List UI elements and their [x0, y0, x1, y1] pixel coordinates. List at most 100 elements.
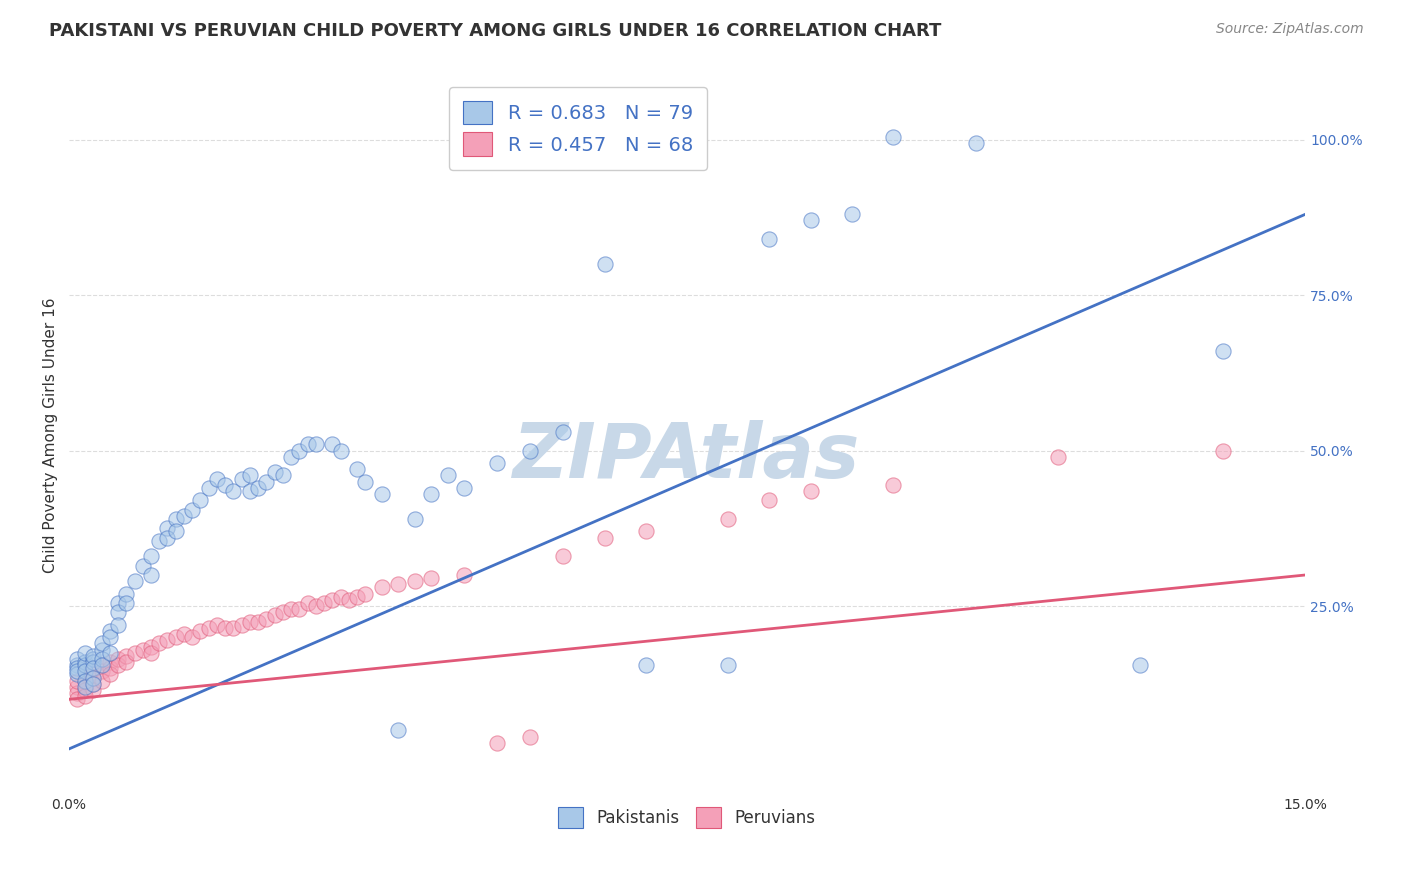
- Point: [132, 642, 155, 657]
- Point: [222, 483, 245, 498]
- Point: [965, 136, 987, 150]
- Point: [165, 630, 187, 644]
- Point: [66, 667, 89, 681]
- Point: [107, 617, 129, 632]
- Point: [82, 648, 104, 663]
- Point: [190, 624, 212, 638]
- Point: [98, 630, 121, 644]
- Point: [321, 592, 343, 607]
- Point: [66, 658, 89, 673]
- Point: [73, 655, 96, 669]
- Point: [387, 577, 409, 591]
- Point: [231, 472, 253, 486]
- Point: [82, 683, 104, 698]
- Point: [271, 605, 294, 619]
- Point: [82, 661, 104, 675]
- Point: [371, 487, 394, 501]
- Point: [139, 549, 162, 564]
- Text: PAKISTANI VS PERUVIAN CHILD POVERTY AMONG GIRLS UNDER 16 CORRELATION CHART: PAKISTANI VS PERUVIAN CHILD POVERTY AMON…: [49, 22, 942, 40]
- Point: [371, 581, 394, 595]
- Point: [1129, 658, 1152, 673]
- Point: [124, 574, 146, 589]
- Point: [66, 665, 89, 679]
- Point: [107, 652, 129, 666]
- Point: [717, 658, 740, 673]
- Point: [139, 568, 162, 582]
- Point: [882, 129, 904, 144]
- Point: [73, 665, 96, 679]
- Point: [82, 652, 104, 666]
- Point: [82, 661, 104, 675]
- Point: [115, 648, 138, 663]
- Y-axis label: Child Poverty Among Girls Under 16: Child Poverty Among Girls Under 16: [44, 297, 58, 573]
- Point: [758, 493, 780, 508]
- Point: [247, 481, 270, 495]
- Point: [288, 602, 311, 616]
- Point: [758, 232, 780, 246]
- Legend: Pakistanis, Peruvians: Pakistanis, Peruvians: [551, 801, 823, 834]
- Point: [337, 592, 360, 607]
- Point: [148, 533, 170, 548]
- Point: [321, 437, 343, 451]
- Point: [90, 652, 112, 666]
- Point: [66, 673, 89, 688]
- Point: [66, 680, 89, 694]
- Point: [222, 621, 245, 635]
- Point: [107, 658, 129, 673]
- Point: [634, 658, 657, 673]
- Point: [800, 213, 823, 227]
- Point: [280, 450, 302, 464]
- Point: [354, 475, 377, 489]
- Point: [73, 683, 96, 698]
- Point: [1212, 443, 1234, 458]
- Point: [239, 468, 262, 483]
- Point: [387, 723, 409, 738]
- Point: [73, 667, 96, 681]
- Point: [115, 587, 138, 601]
- Point: [314, 596, 336, 610]
- Point: [139, 646, 162, 660]
- Point: [139, 640, 162, 654]
- Point: [82, 677, 104, 691]
- Point: [98, 655, 121, 669]
- Point: [519, 730, 541, 744]
- Point: [239, 615, 262, 629]
- Point: [205, 472, 228, 486]
- Point: [239, 483, 262, 498]
- Point: [197, 621, 219, 635]
- Point: [107, 596, 129, 610]
- Point: [1212, 344, 1234, 359]
- Point: [165, 524, 187, 539]
- Point: [73, 680, 96, 694]
- Point: [717, 512, 740, 526]
- Point: [254, 475, 277, 489]
- Point: [593, 531, 616, 545]
- Point: [156, 633, 179, 648]
- Point: [288, 443, 311, 458]
- Point: [346, 462, 368, 476]
- Point: [156, 531, 179, 545]
- Point: [420, 487, 443, 501]
- Point: [486, 736, 509, 750]
- Point: [66, 652, 89, 666]
- Point: [1047, 450, 1070, 464]
- Point: [82, 655, 104, 669]
- Point: [553, 549, 575, 564]
- Point: [66, 661, 89, 675]
- Point: [404, 574, 426, 589]
- Text: ZIPAtlas: ZIPAtlas: [513, 419, 860, 493]
- Point: [90, 642, 112, 657]
- Point: [90, 673, 112, 688]
- Point: [73, 658, 96, 673]
- Point: [346, 590, 368, 604]
- Point: [263, 608, 285, 623]
- Point: [486, 456, 509, 470]
- Point: [124, 646, 146, 660]
- Point: [181, 502, 204, 516]
- Point: [297, 596, 319, 610]
- Point: [404, 512, 426, 526]
- Point: [82, 671, 104, 685]
- Point: [263, 466, 285, 480]
- Point: [181, 630, 204, 644]
- Point: [231, 617, 253, 632]
